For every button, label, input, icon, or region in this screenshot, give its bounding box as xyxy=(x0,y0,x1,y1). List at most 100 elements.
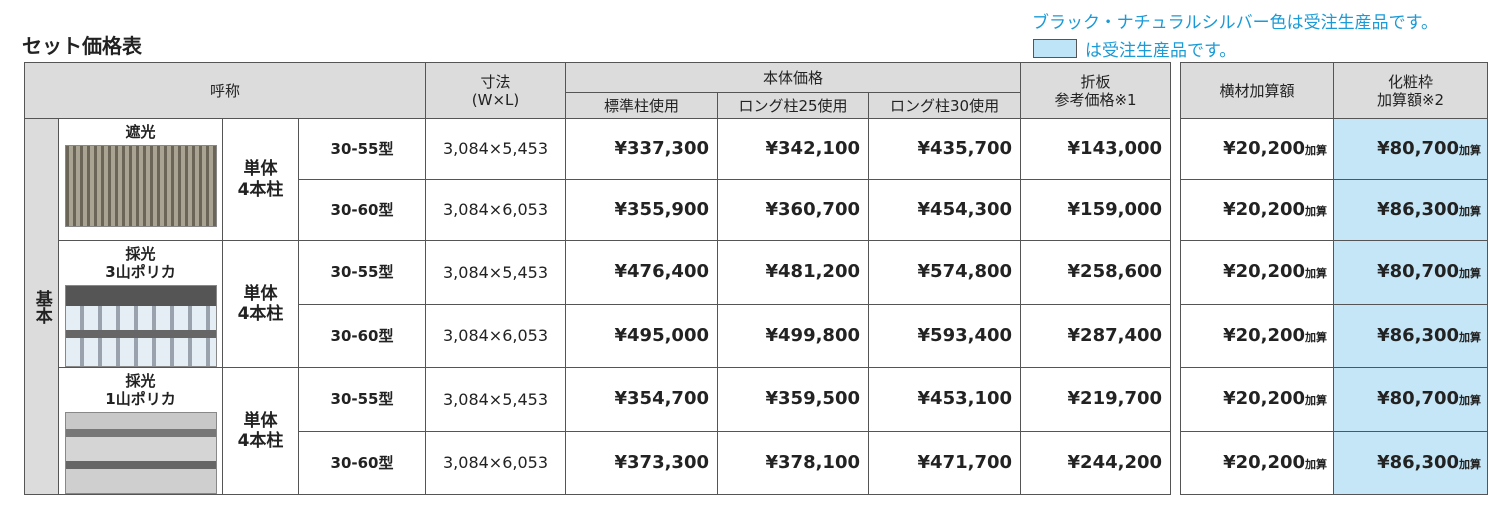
price: ¥481,200 xyxy=(717,240,870,305)
crossbar-price: ¥20,200加算 xyxy=(1180,367,1335,432)
legend: は受注生産品です。 xyxy=(1033,36,1236,61)
crossbar-price: ¥20,200加算 xyxy=(1180,118,1335,180)
model: 30-60型 xyxy=(297,179,427,241)
suffix: 加算 xyxy=(1305,457,1328,471)
price: ¥86,300 xyxy=(1377,451,1460,473)
size: 3,084×5,453 xyxy=(425,118,567,180)
price: ¥159,000 xyxy=(1020,179,1172,241)
size: 3,084×6,053 xyxy=(425,303,567,368)
price: ¥80,700 xyxy=(1377,388,1460,410)
price: ¥471,700 xyxy=(868,430,1022,495)
type-cell: 採光 3山ポリカ xyxy=(58,240,223,368)
price: ¥574,800 xyxy=(868,240,1022,305)
header-cell: 標準柱使用 xyxy=(565,92,719,119)
data-row: 採光 3山ポリカ 単体 4本柱 30-55型 3,084×5,453 ¥476,400 ¥… xyxy=(25,240,1489,368)
suffix: 加算 xyxy=(1459,457,1482,471)
suffix: 加算 xyxy=(1305,205,1328,219)
price: ¥143,000 xyxy=(1020,118,1172,180)
section-label: 基本 xyxy=(24,118,59,495)
legend-swatch xyxy=(1033,39,1077,58)
product-image xyxy=(64,285,217,367)
config: 単体 4本柱 xyxy=(222,240,299,368)
price: ¥86,300 xyxy=(1377,324,1460,346)
suffix: 加算 xyxy=(1459,144,1482,158)
config: 単体 4本柱 xyxy=(222,367,299,495)
model: 30-60型 xyxy=(297,303,427,368)
legend-note: は受注生産品です。 xyxy=(1085,41,1237,61)
data-row: 30-60型 3,084×6,053 ¥355,900 ¥360,700 ¥454,30… xyxy=(25,179,1489,241)
type-label: 採光 3山ポリカ xyxy=(105,245,176,281)
price: ¥355,900 xyxy=(565,179,719,241)
frame-price: ¥86,300加算 xyxy=(1333,303,1489,368)
price: ¥20,200 xyxy=(1223,451,1306,473)
frame-price: ¥80,700加算 xyxy=(1333,240,1489,305)
product-image xyxy=(64,145,217,227)
data-row: 30-60型 3,084×6,053 ¥495,000 ¥499,800 ¥593,40… xyxy=(25,303,1489,368)
crossbar-price: ¥20,200加算 xyxy=(1180,430,1335,495)
header-cell: ロング柱25使用 xyxy=(717,92,870,119)
data-row: 採光 1山ポリカ 単体 4本柱 30-55型 3,084×5,453 ¥354,700 ¥… xyxy=(25,367,1489,495)
price: ¥337,300 xyxy=(565,118,719,180)
price: ¥435,700 xyxy=(868,118,1022,180)
price: ¥20,200 xyxy=(1223,324,1306,346)
suffix: 加算 xyxy=(1459,394,1482,408)
suffix: 加算 xyxy=(1459,267,1482,281)
price: ¥244,200 xyxy=(1020,430,1172,495)
price: ¥360,700 xyxy=(717,179,870,241)
suffix: 加算 xyxy=(1305,330,1328,344)
type-cell: 遮光 xyxy=(58,118,223,241)
price: ¥593,400 xyxy=(868,303,1022,368)
suffix: 加算 xyxy=(1305,267,1328,281)
header-cell: 折板 参考価格※1 xyxy=(1020,62,1172,119)
model: 30-55型 xyxy=(297,367,427,432)
price: ¥359,500 xyxy=(717,367,870,432)
price: ¥258,600 xyxy=(1020,240,1172,305)
size: 3,084×6,053 xyxy=(425,430,567,495)
price: ¥80,700 xyxy=(1377,138,1460,160)
price: ¥80,700 xyxy=(1377,261,1460,283)
frame-price: ¥80,700加算 xyxy=(1333,118,1489,180)
type-label: 採光 1山ポリカ xyxy=(105,372,176,408)
crossbar-price: ¥20,200加算 xyxy=(1180,179,1335,241)
suffix: 加算 xyxy=(1305,394,1328,408)
price: ¥378,100 xyxy=(717,430,870,495)
suffix: 加算 xyxy=(1305,144,1328,158)
price-table: 呼称 寸法 (W×L) 本体価格 折板 参考価格※1 横材加算額 化粧枠 加算額※2 標準柱… xyxy=(23,62,1489,495)
price: ¥373,300 xyxy=(565,430,719,495)
price: ¥86,300 xyxy=(1377,199,1460,221)
price: ¥20,200 xyxy=(1223,199,1306,221)
type-label: 遮光 xyxy=(125,123,156,141)
title: セット価格表 xyxy=(22,34,142,58)
price: ¥476,400 xyxy=(565,240,719,305)
price: ¥342,100 xyxy=(717,118,870,180)
price: ¥287,400 xyxy=(1020,303,1172,368)
price: ¥20,200 xyxy=(1223,388,1306,410)
header-cell: 寸法 (W×L) xyxy=(425,62,567,119)
header-cell: 横材加算額 xyxy=(1180,62,1335,119)
header-cell: 呼称 xyxy=(23,62,427,119)
size: 3,084×6,053 xyxy=(425,179,567,241)
price: ¥219,700 xyxy=(1020,367,1172,432)
config: 単体 4本柱 xyxy=(222,118,299,241)
price: ¥454,300 xyxy=(868,179,1022,241)
size: 3,084×5,453 xyxy=(425,240,567,305)
model: 30-55型 xyxy=(297,240,427,305)
header-cell: ロング柱30使用 xyxy=(868,92,1022,119)
note: ブラック・ナチュラルシルバー色は受注生産品です。 xyxy=(1032,13,1438,33)
product-image xyxy=(64,412,217,494)
header-row: 標準柱使用 ロング柱25使用 ロング柱30使用 xyxy=(25,92,1488,119)
model: 30-60型 xyxy=(297,430,427,495)
suffix: 加算 xyxy=(1459,330,1482,344)
gap xyxy=(1170,62,1181,495)
price: ¥20,200 xyxy=(1223,261,1306,283)
suffix: 加算 xyxy=(1459,205,1482,219)
type-cell: 採光 1山ポリカ xyxy=(58,367,223,495)
header-cell: 化粧枠 加算額※2 xyxy=(1333,62,1489,119)
price: ¥20,200 xyxy=(1223,138,1306,160)
header-cell: 本体価格 xyxy=(565,62,1022,93)
header-row: 呼称 寸法 (W×L) 本体価格 折板 参考価格※1 横材加算額 化粧枠 加算額※2 xyxy=(23,62,1489,495)
price: ¥495,000 xyxy=(565,303,719,368)
frame-price: ¥86,300加算 xyxy=(1333,430,1489,495)
price: ¥354,700 xyxy=(565,367,719,432)
